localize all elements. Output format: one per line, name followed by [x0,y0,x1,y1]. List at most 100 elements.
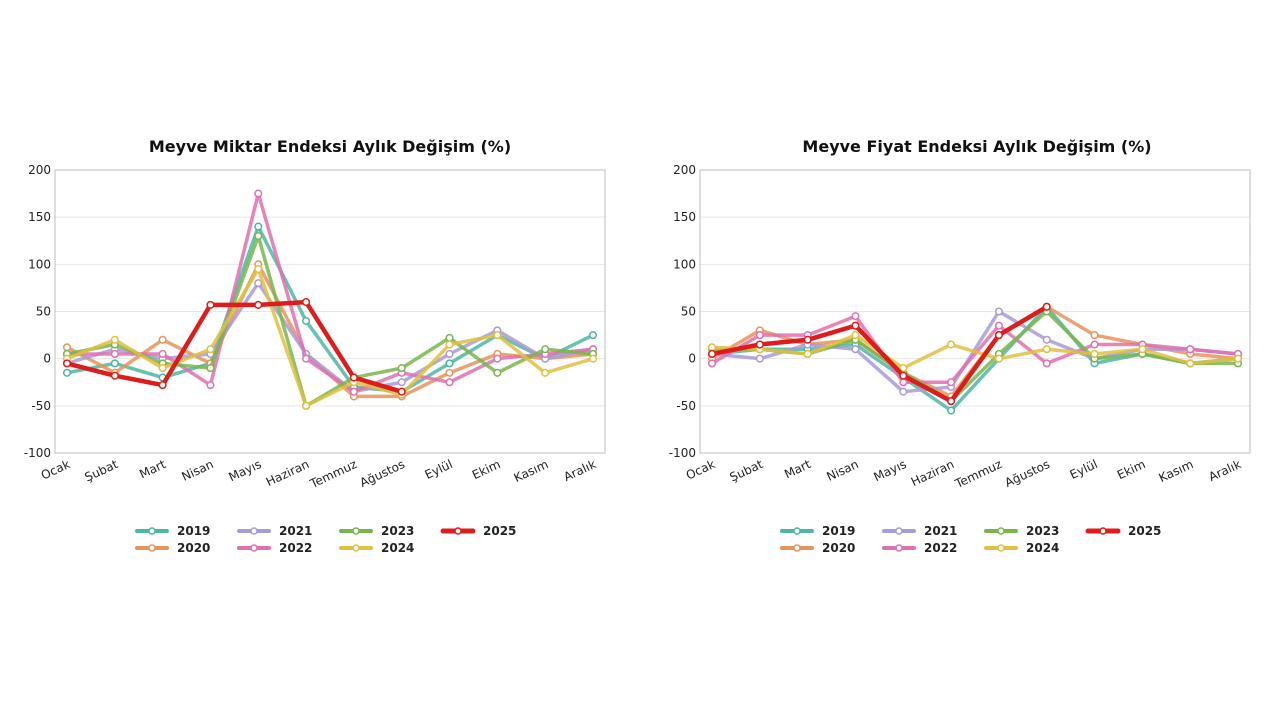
series-line-2022 [65,191,595,394]
y-tick-label: 150 [673,210,696,224]
data-point [110,371,119,380]
data-point [158,349,167,359]
data-point [1186,345,1195,354]
series-line-2024 [65,267,595,408]
legend-label: 2019 [822,524,855,538]
data-point [994,307,1003,316]
legend: 2019 2020 2021 2022 2023 2024 2025 [135,524,516,555]
x-tick-label: Temmuz [952,457,1004,491]
data-point [254,222,263,231]
series-2024 [707,331,1243,373]
legend-item-2022: 2022 [237,541,312,555]
data-point [947,378,956,387]
legend-marker [250,527,258,535]
legend-marker [895,527,903,535]
data-point [445,368,454,377]
legend-item-2023: 2023 [339,524,414,538]
legend-item-2020: 2020 [780,541,855,555]
x-tick-label: Nisan [179,457,215,484]
series-line-2024 [710,333,1240,370]
data-point [206,381,215,390]
legend-item-2024: 2024 [339,541,414,555]
x-tick-label: Ocak [39,457,72,483]
series-line-2022 [710,314,1240,384]
data-point [445,333,454,342]
price-chart-panel: Meyve Fiyat Endeksi Aylık Değişim (%) -1… [640,0,1280,713]
data-point [158,381,167,390]
legend-label: 2025 [1128,524,1161,538]
x-tick-label: Eylül [423,457,455,482]
y-tick-label: -100 [24,446,51,460]
data-point [1090,331,1099,340]
x-tick-label: Ağustos [1003,457,1052,490]
series-2025 [707,302,1051,406]
data-point [302,354,311,363]
data-point [1138,345,1147,354]
x-tick-label: Ağustos [358,457,407,490]
legend-label: 2021 [279,524,312,538]
legend-marker [997,527,1005,535]
data-point [493,331,502,340]
data-point [541,345,550,354]
x-tick-label: Aralık [1206,457,1243,484]
data-point [397,387,406,396]
series-2019 [62,222,598,396]
data-point [588,331,598,340]
data-point [302,298,311,307]
x-tick-label: Eylül [1068,457,1100,482]
data-point [1186,359,1195,368]
legend-item-2021: 2021 [237,524,312,538]
data-point [110,359,119,368]
data-point [994,354,1003,363]
series-line-2025 [64,299,404,394]
data-point [445,340,454,349]
data-point [302,401,311,410]
x-tick-label: Ocak [684,457,717,483]
data-point [254,265,263,274]
legend-item-2021: 2021 [882,524,957,538]
data-point [206,345,215,354]
data-point [1090,349,1099,359]
data-point [707,343,717,352]
legend-marker [1099,527,1107,535]
series-line-2021 [710,309,1240,394]
legend-label: 2019 [177,524,210,538]
x-tick-label: Ekim [470,457,503,482]
series-line-2021 [65,281,595,394]
data-point [994,331,1003,340]
data-point [755,340,764,349]
legend-marker [352,544,360,552]
data-point [707,359,717,368]
y-tick-label: 0 [43,352,51,366]
price-index-chart: Meyve Fiyat Endeksi Aylık Değişim (%) -1… [669,137,1251,555]
grid [700,169,1250,454]
y-tick-label: 50 [681,305,696,319]
x-tick-label: Mart [782,457,813,481]
x-tick-label: Temmuz [307,457,359,491]
legend-item-2023: 2023 [984,524,1059,538]
data-point [755,331,764,340]
legend-marker [148,527,156,535]
series-2025 [62,298,406,396]
legend-item-2025: 2025 [440,524,516,538]
legend-item-2019: 2019 [135,524,210,538]
data-point [541,368,550,377]
plot-frame [699,169,1251,454]
data-point [1042,302,1051,311]
data-point [62,359,72,368]
data-point [493,368,502,377]
legend-label: 2020 [177,541,210,555]
data-point [445,349,454,359]
data-point [899,364,908,373]
data-point [803,349,812,359]
y-tick-label: 100 [28,257,51,271]
legend-marker [895,544,903,552]
data-point [899,387,908,396]
quantity-chart-panel: Meyve Miktar Endeksi Aylık Değişim (%) -… [24,137,606,555]
x-tick-label: Kasım [512,457,551,485]
x-tick-label: Ekim [1115,457,1148,482]
data-point [397,364,406,373]
data-point [254,300,263,309]
legend-item-2025: 2025 [1085,524,1161,538]
data-point [254,189,263,198]
